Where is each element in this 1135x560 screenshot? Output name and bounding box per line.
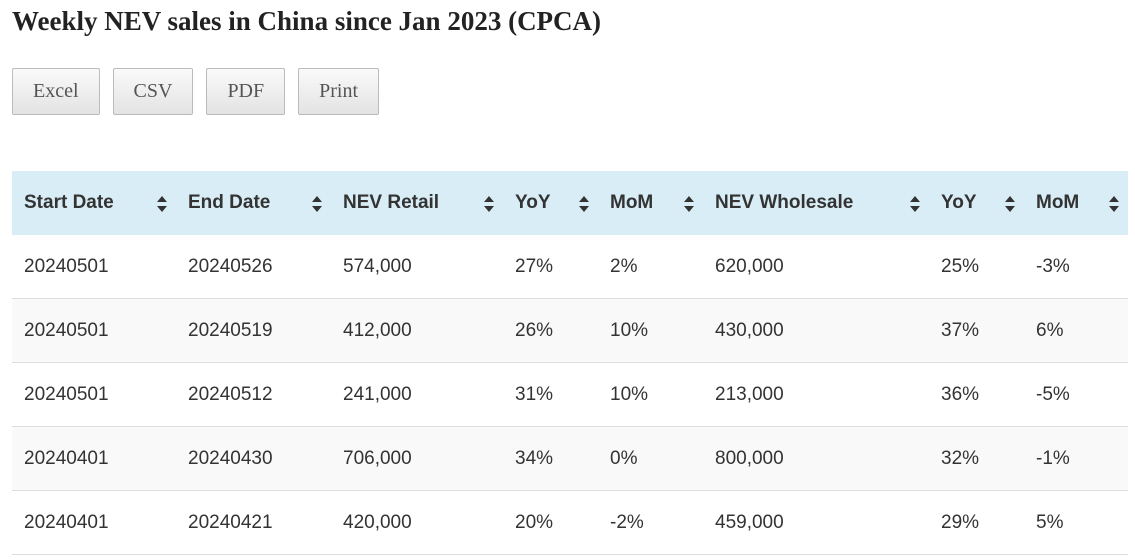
table-cell: 20240421 [176, 490, 331, 555]
export-button[interactable]: PDF [206, 68, 286, 115]
table-cell: 459,000 [703, 490, 929, 555]
column-label: MoM [1036, 192, 1080, 213]
column-label: YoY [941, 192, 977, 213]
table-cell: 32% [929, 426, 1024, 491]
table-cell: -2% [598, 490, 703, 555]
table-cell: 5% [1024, 490, 1128, 555]
column-label: End Date [188, 192, 271, 213]
table-cell: 25% [929, 235, 1024, 299]
sort-icon [312, 196, 322, 212]
table-cell: -5% [1024, 362, 1128, 427]
column-header[interactable]: Start Date [12, 171, 176, 235]
export-buttons: Excel CSV PDF Print [12, 68, 380, 115]
table-cell: 20240430 [176, 426, 331, 491]
table-cell: 20240401 [12, 490, 176, 555]
export-button[interactable]: Excel [12, 68, 100, 115]
table-cell: 29% [929, 490, 1024, 555]
table-cell: 10% [598, 298, 703, 363]
table-cell: 213,000 [703, 362, 929, 427]
column-header[interactable]: MoM [1024, 171, 1128, 235]
header-row: Start Date End Date NEV Retail YoY MoM NEV Wh… [12, 171, 1128, 235]
column-header[interactable]: MoM [598, 171, 703, 235]
table-cell: 20% [503, 490, 598, 555]
table-cell: 34% [503, 426, 598, 491]
table-cell: 412,000 [331, 298, 503, 363]
sort-icon [579, 196, 589, 212]
table-cell: 574,000 [331, 235, 503, 299]
sales-table: Start Date End Date NEV Retail YoY MoM NEV Wh… [12, 171, 1128, 555]
table-cell: 36% [929, 362, 1024, 427]
table-cell: 10% [598, 362, 703, 427]
table-cell: 20240519 [176, 298, 331, 363]
sort-icon [1005, 196, 1015, 212]
table-cell: 20240526 [176, 235, 331, 299]
table-cell: 26% [503, 298, 598, 363]
table-cell: 20240401 [12, 426, 176, 491]
table-row: 20240501 20240512 241,000 31% 10% 213,000 36% -… [12, 362, 1128, 427]
column-label: NEV Wholesale [715, 192, 854, 213]
table-cell: 37% [929, 298, 1024, 363]
table-cell: 31% [503, 362, 598, 427]
table-row: 20240401 20240421 420,000 20% -2% 459,000 29% 5… [12, 490, 1128, 555]
table-cell: 6% [1024, 298, 1128, 363]
column-header[interactable]: End Date [176, 171, 331, 235]
table-cell: -1% [1024, 426, 1128, 491]
column-label: MoM [610, 192, 654, 213]
table-cell: 20240501 [12, 362, 176, 427]
table-cell: 706,000 [331, 426, 503, 491]
sort-icon [484, 196, 494, 212]
table-body: 20240501 20240526 574,000 27% 2% 620,000 25% -3… [12, 235, 1128, 555]
table-cell: 20240512 [176, 362, 331, 427]
table-cell: 27% [503, 235, 598, 299]
sort-icon [910, 196, 920, 212]
sort-icon [157, 196, 167, 212]
table-cell: 620,000 [703, 235, 929, 299]
page-title: Weekly NEV sales in China since Jan 2023… [12, 6, 602, 36]
column-label: Start Date [24, 192, 114, 213]
table-cell: -3% [1024, 235, 1128, 299]
table-cell: 800,000 [703, 426, 929, 491]
export-button[interactable]: Print [298, 68, 380, 115]
sort-icon [1109, 196, 1119, 212]
table-cell: 20240501 [12, 298, 176, 363]
table-cell: 420,000 [331, 490, 503, 555]
table-cell: 2% [598, 235, 703, 299]
export-button[interactable]: CSV [112, 68, 194, 115]
table-cell: 430,000 [703, 298, 929, 363]
table-row: 20240401 20240430 706,000 34% 0% 800,000 32% -1… [12, 426, 1128, 491]
column-header[interactable]: NEV Wholesale [703, 171, 929, 235]
table-cell: 241,000 [331, 362, 503, 427]
table-row: 20240501 20240519 412,000 26% 10% 430,000 37% 6… [12, 298, 1128, 363]
column-header[interactable]: NEV Retail [331, 171, 503, 235]
column-label: NEV Retail [343, 192, 440, 213]
table-cell: 20240501 [12, 235, 176, 299]
column-header[interactable]: YoY [503, 171, 598, 235]
column-header[interactable]: YoY [929, 171, 1024, 235]
sort-icon [684, 196, 694, 212]
table-cell: 0% [598, 426, 703, 491]
column-label: YoY [515, 192, 551, 213]
table-row: 20240501 20240526 574,000 27% 2% 620,000 25% -3… [12, 235, 1128, 299]
